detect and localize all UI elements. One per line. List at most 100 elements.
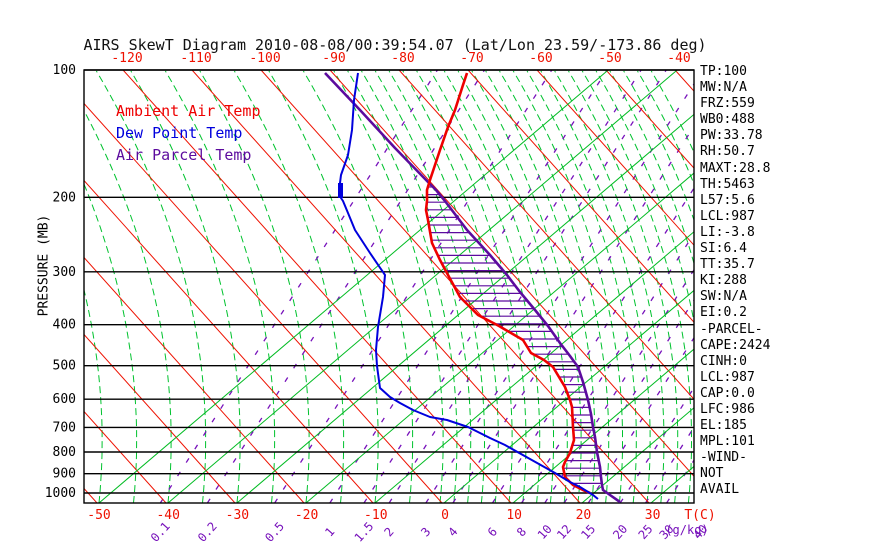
mixing-ratio-label: 2	[381, 525, 396, 540]
stats-line-1: MW:N/A	[700, 80, 747, 96]
stats-line-9: LCL:987	[700, 208, 755, 224]
dry-adiabat-line	[398, 70, 694, 400]
pressure-tick-label: 500	[53, 359, 76, 374]
top-temp-label: -40	[667, 51, 690, 66]
moist-adiabat-line	[416, 70, 527, 503]
top-temp-label: -80	[391, 51, 414, 66]
mixing-ratio-label: 3	[418, 525, 433, 540]
stats-line-12: TT:35.7	[700, 257, 755, 273]
mixing-ratio-label: 0.2	[195, 519, 220, 544]
plot-frame	[83, 69, 695, 504]
pressure-tick-label: 700	[53, 420, 76, 435]
isotherm-line	[858, 70, 870, 503]
mixing-ratio-line	[452, 125, 694, 503]
stats-line-21: LFC:986	[700, 401, 755, 417]
moist-adiabat-line	[512, 70, 623, 503]
top-temp-label: -100	[249, 51, 280, 66]
stats-line-3: WB0:488	[700, 112, 755, 128]
moist-adiabat-line	[402, 70, 513, 503]
moist-adiabat-line	[499, 70, 610, 503]
pressure-tick-label: 800	[53, 445, 76, 460]
mixing-unit-label: (g/kg)	[665, 523, 708, 537]
pressure-tick-label: 400	[53, 318, 76, 333]
mixing-ratio-label: 10	[535, 522, 555, 542]
moist-adiabat-line	[526, 70, 637, 503]
pressure-tick-label: 200	[53, 190, 76, 205]
mixing-ratio-label: 15	[578, 522, 598, 542]
moist-adiabat-line	[443, 70, 554, 503]
isotherm-line	[167, 70, 678, 503]
moist-adiabat-line	[581, 70, 692, 503]
isotherm-line	[305, 172, 694, 503]
mixing-ratio-line	[274, 70, 553, 503]
stats-line-7: TH:5463	[700, 176, 755, 192]
stats-line-4: PW:33.78	[700, 128, 763, 144]
dry-adiabat-line	[84, 102, 443, 503]
dry-adiabat-line	[329, 70, 694, 477]
mixing-ratio-line	[329, 70, 608, 503]
dry-adiabat-line	[467, 70, 694, 323]
stats-line-23: MPL:101	[700, 434, 755, 450]
moist-adiabat-line	[268, 70, 379, 503]
pressure-tick-label: 100	[53, 63, 76, 78]
ambient-air-temp-curve	[424, 72, 591, 495]
bottom-temp-label: -40	[156, 508, 179, 523]
stats-line-18: CINH:0	[700, 353, 747, 369]
temp-unit-label: T(C)	[684, 508, 715, 523]
stats-line-22: EL:185	[700, 418, 747, 434]
top-temp-label: -70	[460, 51, 483, 66]
bottom-temp-label: -20	[295, 508, 318, 523]
dry-adiabat-line	[122, 70, 512, 503]
bottom-temp-label: 20	[576, 508, 592, 523]
bottom-temp-label: -10	[364, 508, 387, 523]
pressure-tick-label: 300	[53, 265, 76, 280]
dry-adiabat-line	[84, 179, 374, 503]
stats-line-14: SW:N/A	[700, 289, 747, 305]
bottom-temp-label: 30	[645, 508, 661, 523]
stats-line-6: MAXT:28.8	[700, 160, 771, 176]
legend-item-dewpoint: Dew Point Temp	[116, 124, 243, 142]
mixing-ratio-label: 1	[322, 525, 337, 540]
dry-adiabat-line	[84, 333, 236, 503]
legend-item-parcel: Air Parcel Temp	[116, 146, 252, 164]
stats-line-17: CAPE:2424	[700, 337, 771, 353]
moist-adiabat-line	[95, 70, 207, 503]
stats-line-2: FRZ:559	[700, 96, 755, 112]
moist-adiabat-line	[164, 70, 276, 503]
stats-line-20: CAP:0.0	[700, 385, 755, 401]
mixing-ratio-label: 20	[610, 522, 630, 542]
top-temp-label: -90	[322, 51, 345, 66]
mixing-ratio-line	[363, 70, 642, 503]
stats-line-11: SI:6.4	[700, 241, 747, 257]
dry-adiabat-line	[0, 70, 28, 503]
stats-line-0: TP:100	[700, 64, 747, 79]
dry-adiabat-line	[84, 256, 305, 503]
mixing-ratio-label: 8	[514, 525, 529, 540]
air-parcel-temp-curve	[324, 72, 621, 504]
isotherm-line	[443, 289, 694, 503]
dry-adiabat-line	[536, 70, 694, 246]
moist-adiabat-line	[595, 70, 694, 325]
isotherm-line	[374, 231, 694, 503]
moist-adiabat-line	[347, 70, 458, 503]
dry-adiabat-line	[191, 70, 581, 503]
bottom-temp-label: 0	[441, 508, 449, 523]
dry-adiabat-line	[84, 410, 167, 503]
mixing-ratio-label: 6	[485, 525, 500, 540]
mixing-ratio-line	[425, 82, 694, 503]
mixing-ratio-line	[544, 268, 694, 503]
moist-adiabat-line	[84, 182, 138, 503]
mixing-ratio-label: 4	[445, 525, 460, 540]
isotherm-line	[581, 407, 694, 503]
isotherm-line	[236, 113, 694, 503]
skewt-background-lines	[0, 70, 870, 503]
moist-adiabat-line	[540, 70, 651, 503]
moist-adiabat-line	[430, 70, 541, 503]
stats-panel: TP:100 MW:N/A FRZ:559 WB0:488 PW:33.78 RH:50.…	[700, 64, 770, 499]
cape-hatch-region	[426, 186, 602, 484]
moist-adiabat-line	[374, 70, 485, 503]
bottom-temp-label: -50	[87, 508, 110, 523]
stats-line-26: AVAIL	[700, 482, 740, 498]
